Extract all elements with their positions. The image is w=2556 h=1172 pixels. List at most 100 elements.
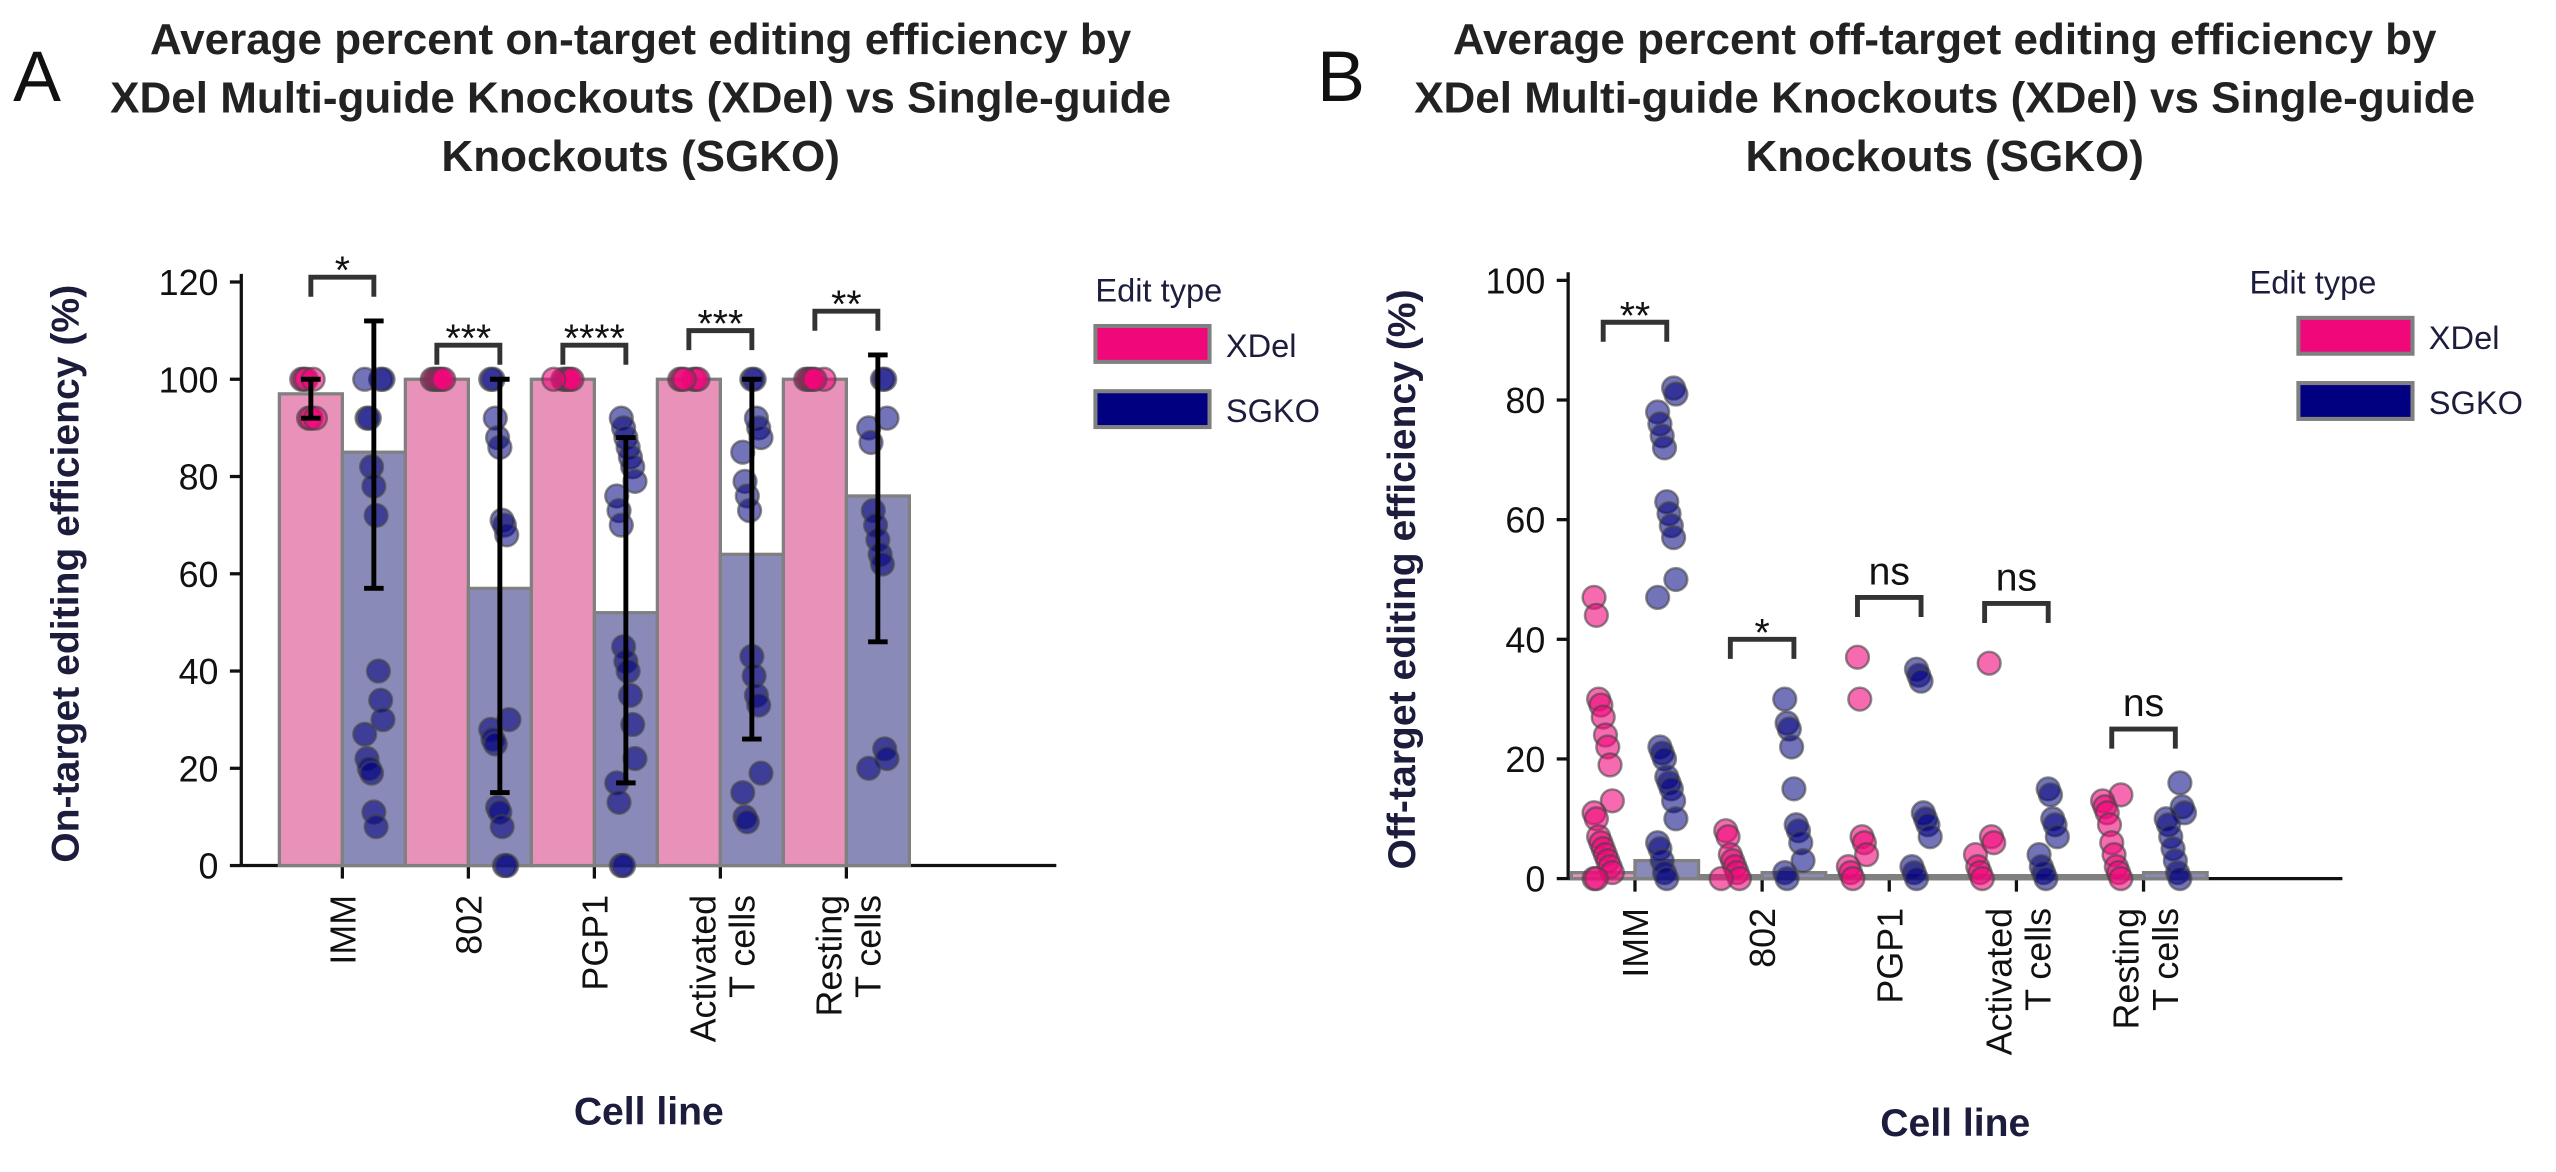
data-point-sgko: [1778, 734, 1805, 760]
data-point-sgko: [1917, 824, 1943, 850]
significance-bracket: [308, 274, 377, 297]
data-point-xdel: [1583, 865, 1609, 892]
significance-label: ***: [698, 303, 744, 346]
legend-title: Edit type: [1095, 272, 1222, 309]
data-point-xdel: [802, 366, 828, 392]
data-point-xdel: [1853, 842, 1880, 868]
y-tick-label: 80: [1505, 381, 1545, 421]
data-point-sgko: [1903, 865, 1930, 892]
data-point-sgko: [365, 658, 392, 684]
legend-label: SGKO: [2429, 384, 2523, 421]
data-point-sgko: [1645, 584, 1671, 611]
significance-bracket: [2109, 726, 2178, 749]
legend-swatch-xdel: [1093, 323, 1212, 364]
legend-label: XDel: [1226, 327, 1297, 364]
data-point-xdel: [1599, 788, 1625, 814]
data-point-sgko: [1651, 435, 1678, 461]
x-tick-label: 802: [449, 895, 489, 955]
data-point-sgko: [1663, 381, 1689, 407]
y-tick-label: 100: [159, 360, 219, 400]
significance-label: **: [831, 284, 861, 327]
significance-bracket: [1600, 319, 1670, 342]
significance-bracket: [1727, 636, 1797, 659]
data-point-xdel: [1708, 865, 1734, 892]
legend-label: XDel: [2429, 319, 2500, 356]
data-point-sgko: [617, 682, 644, 708]
significance-label: **: [1620, 295, 1650, 338]
data-point-xdel: [1583, 602, 1609, 629]
data-point-sgko: [1790, 848, 1816, 874]
data-point-xdel: [1847, 686, 1873, 712]
y-tick-label: 40: [179, 652, 219, 692]
x-tick-label: T cells: [723, 895, 763, 998]
data-point-sgko: [2167, 770, 2193, 796]
bar-xdel: [277, 392, 344, 868]
bar-xdel: [529, 377, 596, 868]
y-tick-label: 60: [1505, 501, 1545, 541]
significance-bracket: [434, 342, 503, 365]
y-tick-label: 20: [1505, 740, 1545, 780]
data-point-sgko: [606, 789, 632, 815]
data-point-sgko: [2167, 865, 2193, 892]
data-point-xdel: [1597, 752, 1623, 778]
y-tick-label: 120: [159, 263, 219, 303]
data-point-sgko: [2044, 824, 2070, 850]
x-axis-label: Cell line: [1880, 1102, 2030, 1145]
data-point-sgko: [1663, 806, 1689, 832]
data-point-sgko: [1781, 776, 1807, 802]
panel-label: B: [1317, 37, 1365, 117]
data-point-sgko: [734, 809, 760, 835]
bar-xdel: [781, 377, 848, 868]
data-point-sgko: [1654, 865, 1680, 892]
data-point-xdel: [1969, 865, 1995, 892]
legend-title: Edit type: [2250, 263, 2377, 300]
data-point-sgko: [352, 721, 378, 747]
chart-title-line: Average percent off-target editing effic…: [1453, 15, 2437, 64]
data-point-sgko: [494, 852, 520, 879]
data-point-xdel: [1844, 644, 1871, 670]
significance-label: ns: [2123, 682, 2164, 725]
data-point-sgko: [370, 707, 396, 733]
x-tick-label: T cells: [849, 895, 889, 998]
data-point-sgko: [2037, 782, 2064, 808]
data-point-sgko: [489, 814, 515, 840]
data-point-xdel: [1981, 830, 2007, 856]
data-point-sgko: [1774, 865, 1800, 892]
x-tick-label: T cells: [2146, 908, 2186, 1011]
legend-label: SGKO: [1226, 392, 1320, 429]
x-tick-label: PGP1: [575, 895, 615, 991]
y-tick-label: 40: [1505, 620, 1545, 660]
chart-panel-A: A Average percent on-target editing effic…: [13, 15, 1320, 1134]
y-axis-label: On-target editing efficiency (%): [44, 285, 87, 863]
significance-bracket: [560, 342, 629, 365]
x-tick-label: T cells: [2019, 908, 2059, 1011]
bar-xdel: [403, 377, 470, 868]
data-point-sgko: [748, 760, 774, 786]
data-point-xdel: [1840, 865, 1866, 892]
legend-swatch-sgko: [1093, 389, 1212, 430]
x-tick-label: IMM: [1616, 908, 1656, 978]
bar-xdel: [655, 377, 722, 868]
data-point-xdel: [671, 366, 697, 392]
y-tick-label: 100: [1485, 261, 1545, 301]
data-point-sgko: [869, 551, 896, 577]
x-tick-label: PGP1: [1870, 908, 1910, 1004]
x-tick-label: Activated: [1980, 908, 2020, 1056]
data-point-sgko: [358, 760, 385, 786]
chart-panel-B: B Average percent off-target editing effi…: [1317, 15, 2523, 1145]
bar-sgko: [844, 494, 911, 868]
y-tick-label: 0: [199, 847, 219, 887]
legend-swatch-xdel: [2296, 315, 2415, 356]
x-tick-label: Activated: [683, 895, 723, 1042]
significance-label: ****: [564, 318, 625, 361]
y-axis-label: Off-target editing efficiency (%): [1381, 289, 1424, 869]
x-tick-label: IMM: [323, 895, 363, 965]
chart-title-line: Knockouts (SGKO): [1745, 132, 2143, 181]
data-point-xdel: [1976, 650, 2002, 676]
y-tick-label: 80: [179, 458, 219, 498]
data-point-xdel: [541, 366, 567, 392]
chart-title-line: XDel Multi-guide Knockouts (XDel) vs Sin…: [1414, 73, 2475, 122]
x-axis-label: Cell line: [574, 1091, 724, 1134]
data-point-sgko: [856, 755, 882, 781]
